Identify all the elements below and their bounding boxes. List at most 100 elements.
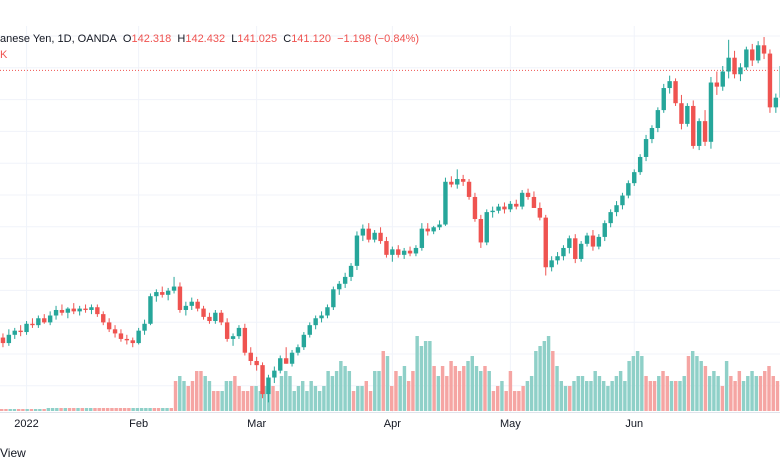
candle	[59, 304, 65, 316]
volume-bar	[16, 409, 21, 411]
candle-body	[673, 81, 678, 104]
candle	[289, 349, 295, 367]
volume-bar	[254, 386, 258, 411]
candle-body	[720, 71, 725, 87]
candle-body	[6, 334, 12, 344]
volume-bar	[491, 391, 496, 411]
volume-bar	[580, 376, 585, 411]
candle	[195, 298, 200, 312]
candle-body	[531, 196, 537, 208]
candle	[614, 201, 619, 217]
candle	[755, 41, 761, 64]
volume-bar	[89, 408, 93, 411]
candle-body	[590, 235, 596, 247]
high-value: 142.432	[185, 33, 226, 45]
candle-body	[183, 305, 189, 310]
candle	[89, 304, 94, 315]
candle-body	[460, 179, 466, 182]
candle-body	[325, 307, 330, 316]
footer-view-link[interactable]: View	[0, 446, 26, 460]
volume-bar	[559, 381, 564, 411]
volume-bar	[415, 336, 419, 411]
volume-bar	[271, 386, 275, 411]
volume-bar	[127, 408, 131, 411]
candle-body	[608, 212, 613, 224]
candle-body	[301, 334, 307, 348]
candle	[655, 107, 661, 133]
volume-bar	[207, 381, 212, 411]
candle	[732, 50, 737, 79]
candle-body	[354, 235, 360, 266]
volume-bar	[114, 408, 118, 411]
volume-bar	[657, 376, 661, 411]
volume-bar	[690, 351, 695, 411]
volume-bar	[63, 408, 68, 411]
volume-bar	[733, 381, 737, 411]
volume-bar	[585, 381, 589, 411]
candle-body	[295, 347, 301, 353]
volume-bar	[59, 408, 63, 411]
candle-body	[561, 247, 566, 257]
candle	[637, 154, 643, 175]
volume-bar	[674, 381, 678, 411]
volume-bar	[517, 391, 521, 411]
candle	[207, 312, 212, 324]
candle	[65, 307, 71, 319]
candle-body	[767, 53, 773, 108]
candle-body	[614, 205, 619, 213]
candle-body	[455, 179, 460, 185]
candle	[165, 287, 171, 301]
volume-bar	[775, 381, 780, 411]
candle-body	[242, 327, 248, 353]
volume-bar	[173, 381, 178, 411]
volume-bar	[551, 351, 555, 411]
candle	[608, 209, 613, 228]
volume-bar	[546, 336, 551, 411]
candle-body	[685, 105, 690, 124]
candle-body	[307, 325, 312, 335]
candle-body	[696, 121, 702, 146]
volume-bar	[699, 361, 703, 411]
volume-bar	[161, 408, 165, 411]
volume-bar	[449, 361, 453, 411]
candle	[431, 225, 436, 235]
candle	[301, 332, 307, 350]
candle-body	[755, 45, 761, 61]
volume-bar	[228, 381, 233, 411]
volume-bar	[534, 351, 538, 411]
legend-title: anese Yen, 1D, OANDA	[0, 33, 117, 45]
candle-body	[390, 249, 395, 255]
candle-body	[750, 49, 755, 61]
close-value: 141.120	[291, 33, 331, 45]
candle	[390, 246, 395, 262]
candle	[154, 289, 159, 302]
candle	[366, 223, 371, 243]
volume-bar	[466, 361, 470, 411]
volume-bar	[334, 371, 339, 411]
candle	[455, 169, 460, 189]
volume-bar	[356, 386, 360, 411]
candle	[679, 94, 684, 130]
change-value: −1.198 (−0.84%)	[337, 33, 420, 45]
volume-bar	[737, 371, 742, 411]
candle	[354, 231, 360, 271]
candle-body	[289, 352, 295, 364]
volume-bar	[729, 376, 733, 411]
volume-bar	[292, 391, 296, 411]
candle	[71, 303, 76, 315]
volume-bar	[754, 376, 759, 411]
candle	[561, 245, 566, 261]
volume-bar	[538, 346, 542, 411]
volume-bar	[512, 391, 517, 411]
volume-bar	[462, 366, 466, 411]
candle-body	[649, 128, 655, 140]
candle	[396, 245, 401, 258]
candle-body	[732, 57, 737, 75]
volume-bar	[144, 408, 148, 411]
candle-body	[337, 283, 342, 290]
candle-body	[266, 377, 271, 395]
candle-body	[171, 286, 177, 291]
candle-body	[738, 67, 743, 75]
volume-bar	[508, 371, 513, 411]
candle-body	[124, 338, 130, 341]
